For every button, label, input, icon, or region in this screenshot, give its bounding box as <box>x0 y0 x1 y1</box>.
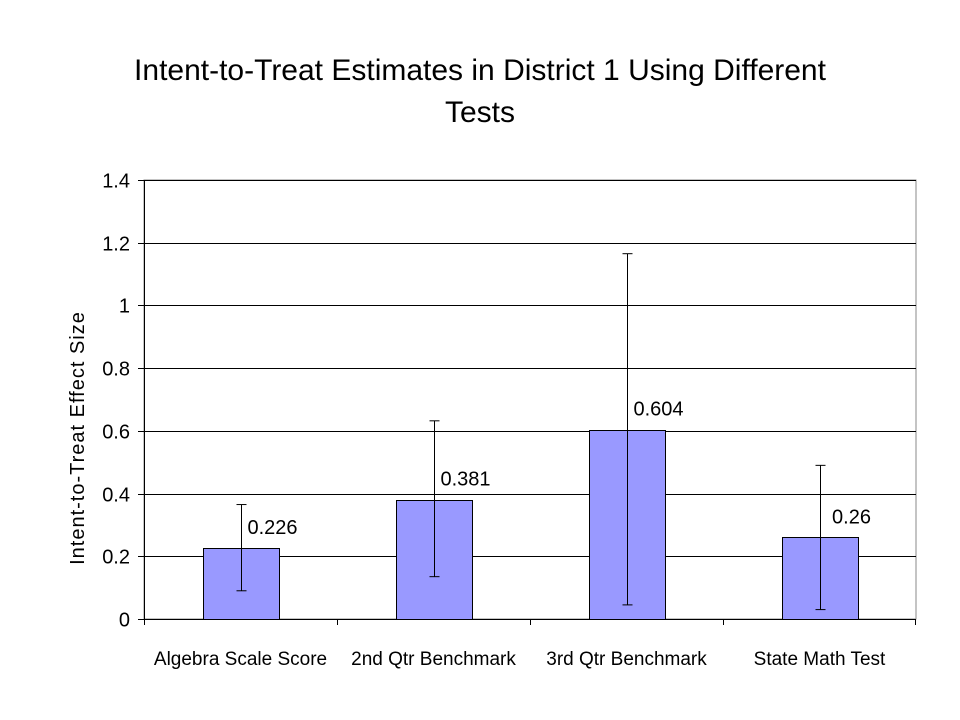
y-tick-label: 0.6 <box>102 422 130 444</box>
y-tick-label: 0.8 <box>102 359 130 381</box>
x-tick-label: State Math Test <box>754 649 886 670</box>
x-tick-label: 3rd Qtr Benchmark <box>546 649 707 670</box>
data-label: 0.604 <box>633 399 683 421</box>
error-bars <box>236 253 826 611</box>
y-axis-title: Intent-to-Treat Effect Size <box>67 311 89 565</box>
data-label: 0.26 <box>832 506 871 528</box>
labels: 0 0.2 0.4 0.6 0.8 1 1.2 1.4 0.226 Algebra Scale S… <box>102 171 886 671</box>
chart-title: Intent-to-Treat Estimates in District 1 … <box>134 54 826 129</box>
y-tick-label: 0 <box>119 610 130 632</box>
x-tick-label: 2nd Qtr Benchmark <box>351 649 516 670</box>
y-tick-label: 0.2 <box>102 547 130 569</box>
y-tick-label: 1 <box>119 296 130 318</box>
y-tick-label: 1.4 <box>102 171 130 193</box>
y-tick-label: 1.2 <box>102 234 130 256</box>
y-tick-label: 0.4 <box>102 485 130 507</box>
data-label: 0.381 <box>440 469 490 491</box>
x-tick-label: Algebra Scale Score <box>154 649 327 670</box>
axes <box>138 180 916 625</box>
data-label: 0.226 <box>247 517 297 539</box>
